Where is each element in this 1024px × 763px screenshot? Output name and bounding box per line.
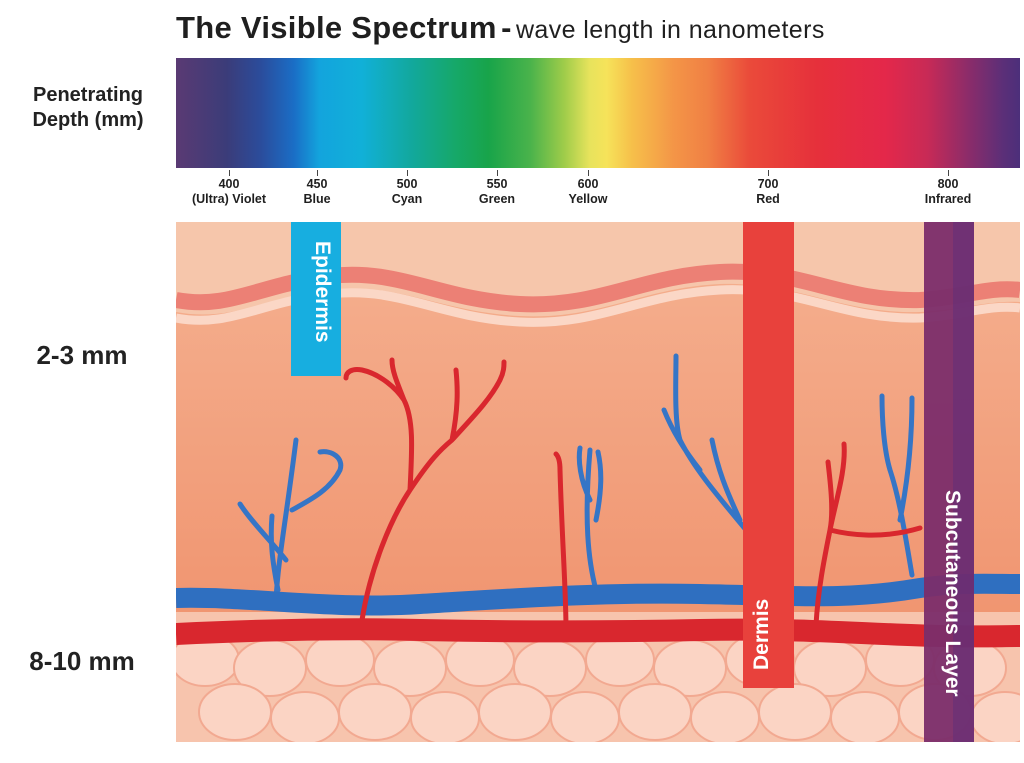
light-penetration-bands [291,222,974,742]
tick-700-nm: 700 [757,177,779,191]
dermis-label: Dermis [750,599,773,670]
red-penetration-band [743,222,794,688]
penetrating-label-line1: Penetrating [32,84,144,106]
epidermis-label: Epidermis [311,241,334,343]
tick-400-name: (Ultra) Violet [191,192,267,206]
tick-800-nm: 800 [937,177,959,191]
penetrating-depth-label: Penetrating Depth (mm) [6,83,170,133]
subcutaneous-label: Subcutaneous Layer [941,490,964,697]
tick-400-nm: 400 [218,177,240,191]
tick-500-name: Cyan [391,192,423,206]
tick-400: 400 (Ultra) Violet [179,170,279,207]
tick-800-name: Infrared [924,192,972,206]
tick-450-nm: 450 [306,177,328,191]
penetrating-label-line2: Depth (mm) [32,109,144,131]
main-artery [176,618,1020,648]
veins [237,353,915,603]
tick-600-nm: 600 [577,177,599,191]
tick-450-name: Blue [303,192,331,206]
tick-450: 450 Blue [267,170,367,207]
tick-700: 700 Red [718,170,818,207]
tick-500: 500 Cyan [357,170,457,207]
tick-500-nm: 500 [396,177,418,191]
arteries [343,357,923,633]
title-main: The Visible Spectrum [176,10,497,45]
tick-550: 550 Green [447,170,547,207]
depth-label-shallow: 2-3 mm [36,340,128,370]
title-subtitle: wave length in nanometers [515,16,825,44]
tick-550-name: Green [478,192,516,206]
skin-layers [176,222,1020,742]
blue-penetration-band [291,222,341,376]
title-separator: - [501,10,512,45]
tick-600-name: Yellow [568,192,608,206]
tick-550-nm: 550 [486,177,508,191]
diagram-title: The Visible Spectrum - wave length in na… [176,10,1016,50]
depth-label-deep: 8-10 mm [29,646,135,676]
spectrum-gradient-bar [176,58,1020,168]
tick-800: 800 Infrared [898,170,998,207]
tick-700-name: Red [756,192,780,206]
tick-600: 600 Yellow [538,170,638,207]
